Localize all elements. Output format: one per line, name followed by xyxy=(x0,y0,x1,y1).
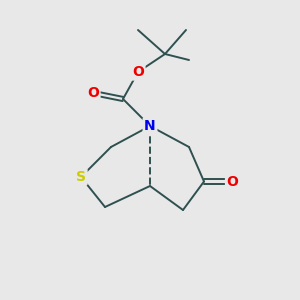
Text: S: S xyxy=(76,170,86,184)
Text: O: O xyxy=(226,175,238,188)
Text: O: O xyxy=(132,65,144,79)
Text: O: O xyxy=(87,86,99,100)
Text: N: N xyxy=(144,119,156,133)
